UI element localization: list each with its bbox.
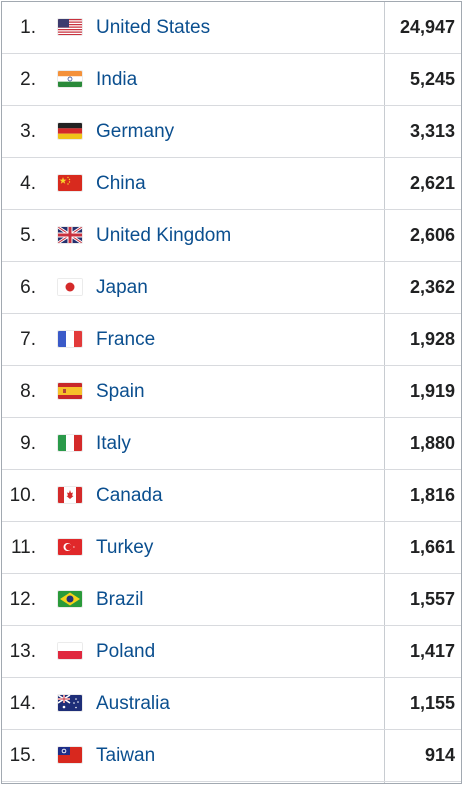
flag-united-states-icon	[58, 19, 82, 35]
flag-germany-icon	[58, 123, 82, 139]
rank-number: 8.	[20, 381, 36, 402]
country-link[interactable]: Canada	[96, 485, 163, 506]
rank-number: 10.	[9, 485, 36, 506]
value-cell: 1,557	[409, 589, 455, 609]
flag-china-icon	[58, 175, 82, 191]
rank-number: 5.	[20, 225, 36, 246]
country-link[interactable]: Taiwan	[96, 745, 156, 766]
country-link[interactable]: Germany	[96, 121, 175, 142]
rank-number: 1.	[20, 17, 36, 38]
country-link[interactable]: China	[96, 173, 146, 194]
flag-brazil-icon	[58, 591, 82, 607]
rank-number: 4.	[20, 173, 36, 194]
flag-poland-icon	[58, 643, 82, 659]
table-row: 11. Turkey 1,661	[2, 522, 461, 574]
table-row: 3. Germany 3,313	[2, 106, 461, 158]
rank-number: 3.	[20, 121, 36, 142]
flag-india-icon	[58, 71, 82, 87]
value-cell: 3,313	[409, 121, 455, 141]
flag-united-kingdom-icon	[58, 227, 82, 243]
rank-number: 6.	[20, 277, 36, 298]
column-divider	[384, 2, 385, 783]
flag-canada-icon	[58, 487, 82, 503]
value-cell: 914	[424, 745, 455, 765]
country-link[interactable]: United Kingdom	[96, 225, 232, 246]
flag-japan-icon	[58, 279, 82, 295]
flag-taiwan-icon	[58, 747, 82, 763]
flag-turkey-icon	[58, 539, 82, 555]
value-cell: 2,606	[409, 225, 455, 245]
country-link[interactable]: United States	[96, 17, 211, 38]
rank-number: 11.	[10, 537, 36, 558]
country-link[interactable]: Australia	[96, 693, 170, 714]
country-link[interactable]: Turkey	[96, 537, 154, 558]
table-row: 14. Australia 1,155	[2, 678, 461, 730]
value-cell: 2,362	[409, 277, 455, 297]
table-row: 13. Poland 1,417	[2, 626, 461, 678]
table-row: 5. United Kingdom 2,606	[2, 210, 461, 262]
country-link[interactable]: Italy	[96, 433, 131, 454]
value-cell: 1,919	[409, 381, 455, 401]
rank-number: 2.	[20, 69, 36, 90]
country-link[interactable]: Brazil	[96, 589, 144, 610]
rank-number: 15.	[9, 745, 36, 766]
country-link[interactable]: Japan	[96, 277, 148, 298]
value-cell: 1,928	[409, 329, 455, 349]
country-link[interactable]: France	[96, 329, 156, 350]
flag-italy-icon	[58, 435, 82, 451]
country-link[interactable]: India	[96, 69, 138, 90]
country-link[interactable]: Spain	[96, 381, 145, 402]
flag-france-icon	[58, 331, 82, 347]
value-cell: 24,947	[399, 17, 455, 37]
value-cell: 2,621	[409, 173, 455, 193]
rank-number: 12.	[9, 589, 36, 610]
table-row: 8. Spain 1,919	[2, 366, 461, 418]
value-cell: 1,661	[409, 537, 455, 557]
table-row: 12. Brazil 1,557	[2, 574, 461, 626]
table-row: 10. Canada 1,816	[2, 470, 461, 522]
value-cell: 1,816	[409, 485, 455, 505]
flag-spain-icon	[58, 383, 82, 399]
table-row: 9. Italy 1,880	[2, 418, 461, 470]
value-cell: 1,417	[409, 641, 455, 661]
rank-number: 13.	[9, 641, 36, 662]
country-link[interactable]: Poland	[96, 641, 156, 662]
table-row: 4. China 2,621	[2, 158, 461, 210]
table-row: 2. India 5,245	[2, 54, 461, 106]
rank-number: 14.	[9, 693, 36, 714]
flag-australia-icon	[58, 695, 82, 711]
value-cell: 5,245	[409, 69, 455, 89]
table-row: 6. Japan 2,362	[2, 262, 461, 314]
table-row: 15. Taiwan 914	[2, 730, 461, 782]
value-cell: 1,155	[409, 693, 455, 713]
value-cell: 1,880	[409, 433, 455, 453]
table-row: 7. France 1,928	[2, 314, 461, 366]
rank-number: 9.	[20, 433, 36, 454]
table-row: 1. United States 24,947	[2, 2, 461, 54]
rank-number: 7.	[20, 329, 36, 350]
